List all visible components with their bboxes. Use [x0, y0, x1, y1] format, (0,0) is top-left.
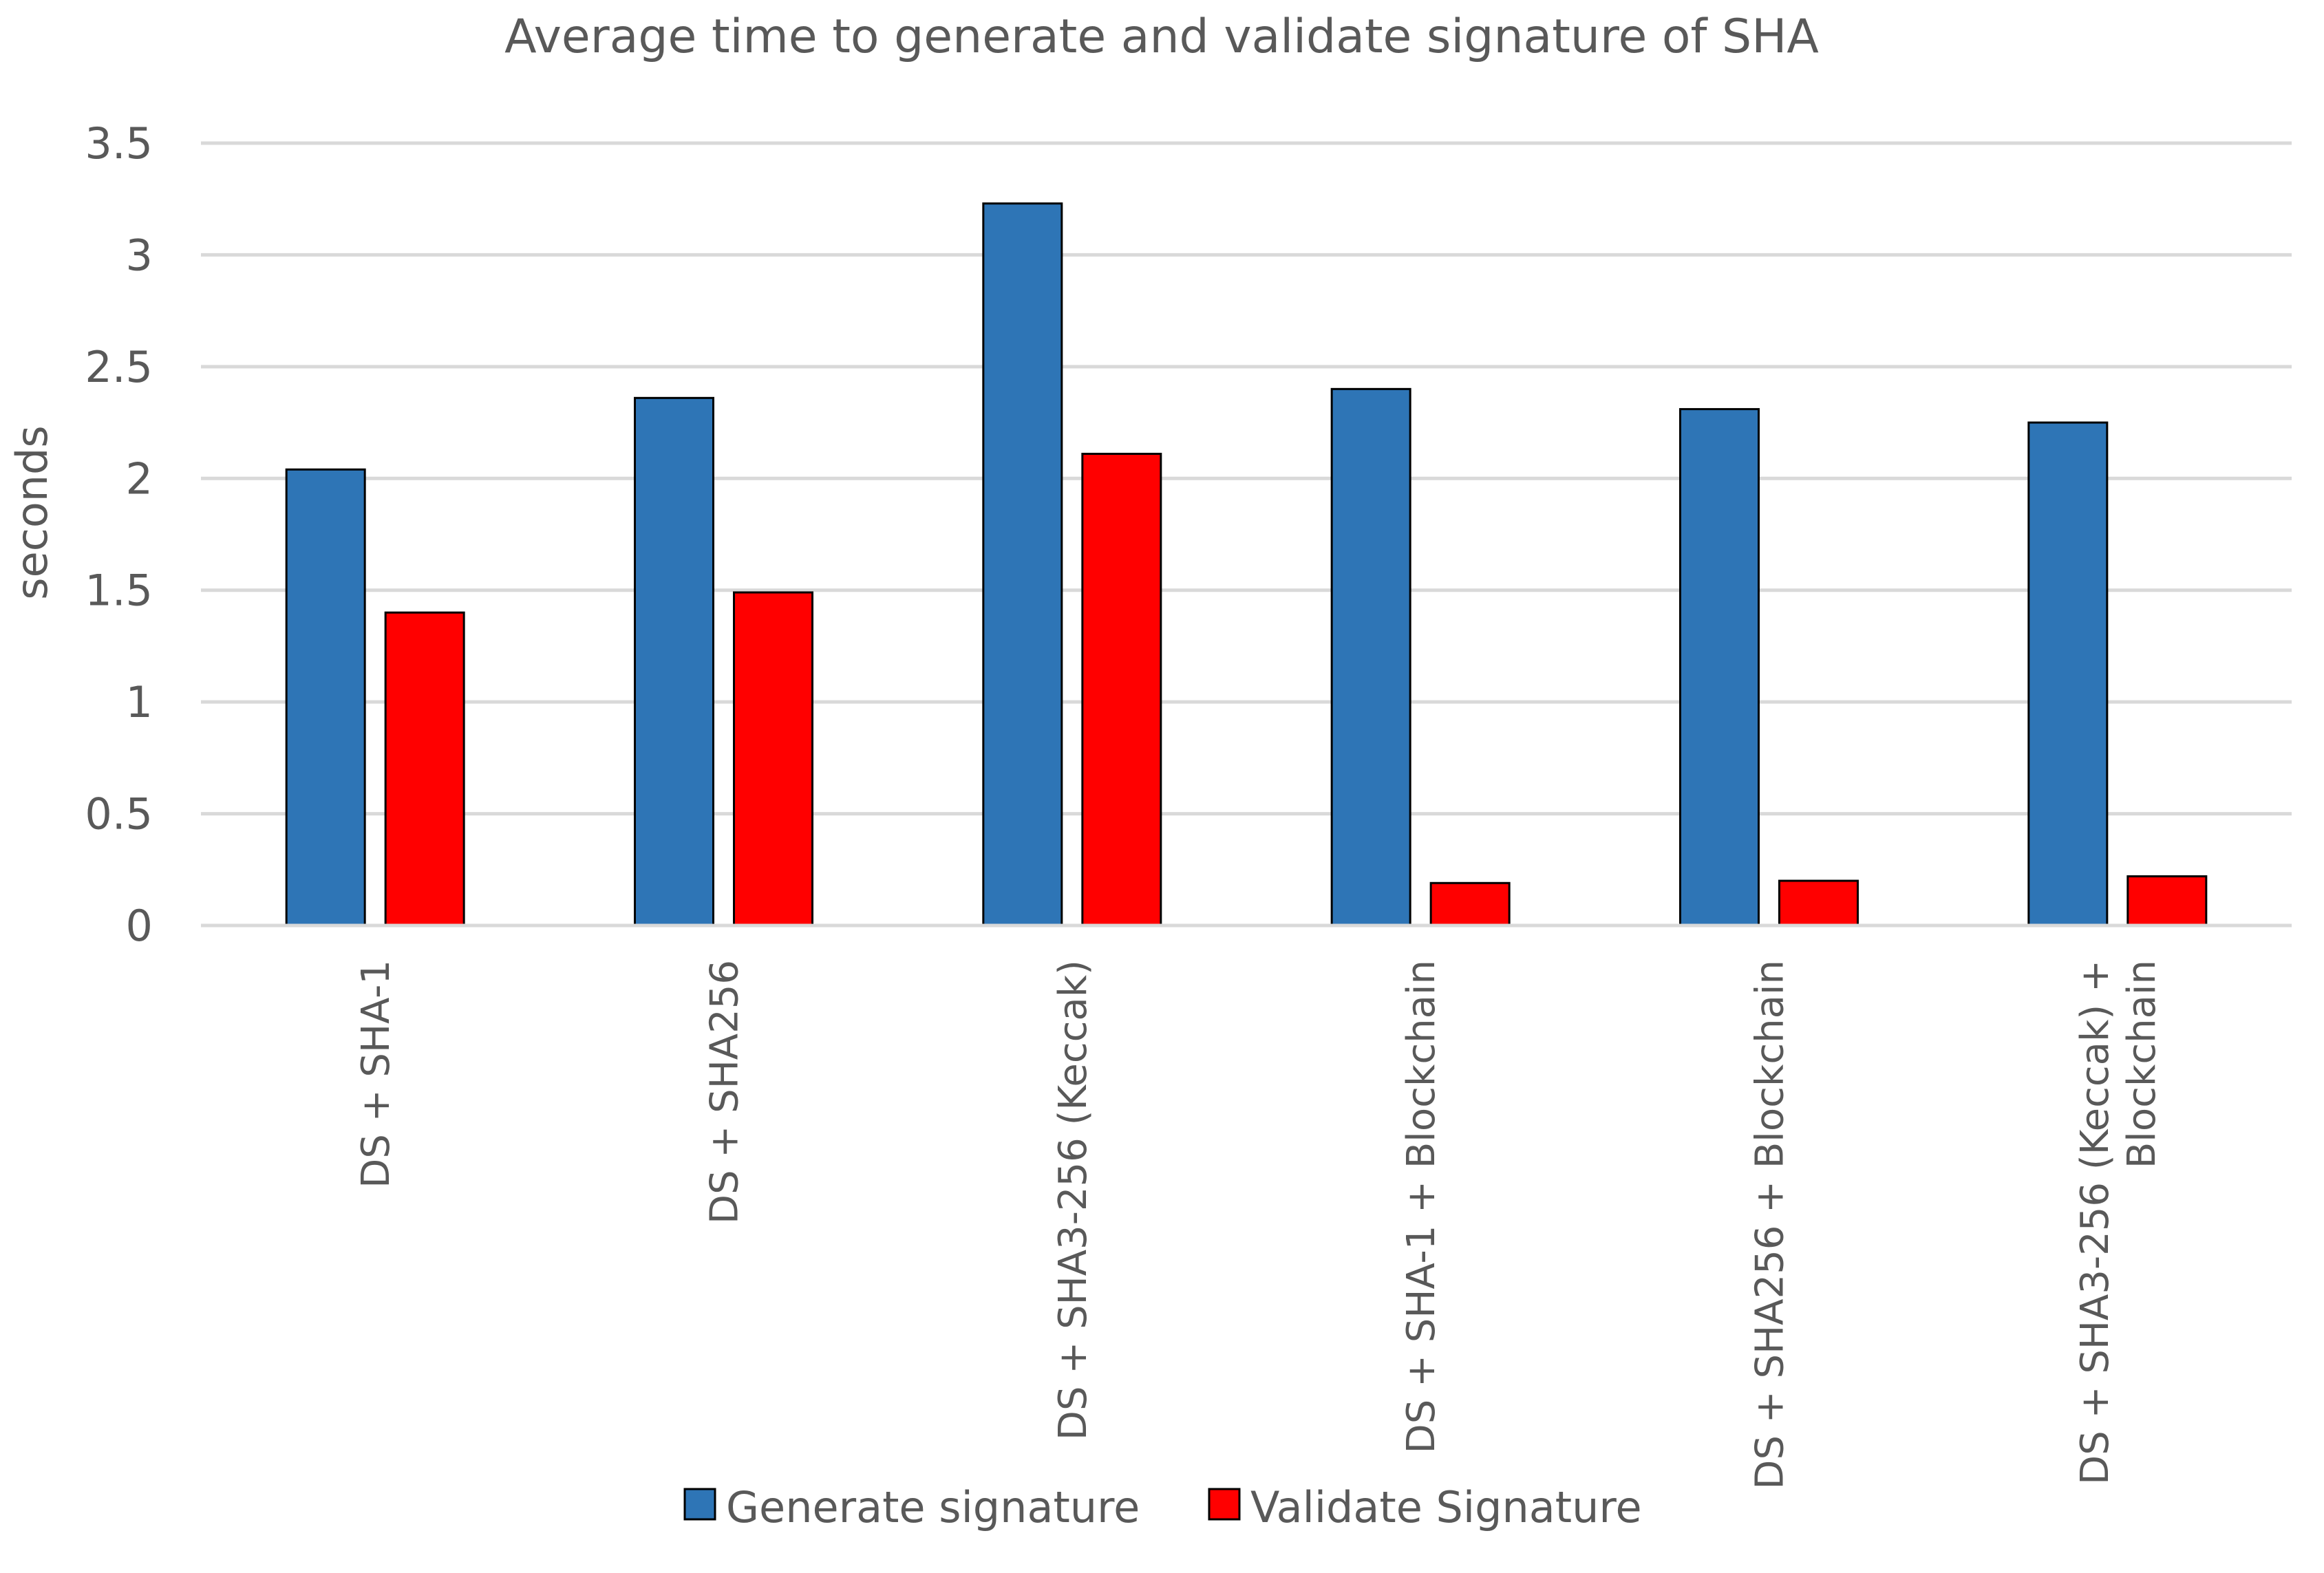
x-category-label-line: DS + SHA-1 + Blockchain [1399, 960, 1444, 1453]
legend-swatch-generate [683, 1488, 716, 1521]
gridlines [201, 141, 2292, 816]
bar-generate-2 [634, 396, 714, 927]
bar-validate-6 [2126, 875, 2208, 927]
bar-validate-5 [1778, 879, 1859, 927]
y-tick-label: 0.5 [85, 789, 153, 839]
legend-label-generate: Generate signature [726, 1482, 1140, 1532]
y-tick-label: 1.5 [85, 566, 153, 616]
bar-validate-1 [384, 611, 465, 927]
y-axis-ticks: 0 0.5 1 1.5 2 2.5 3 3.5 [85, 118, 153, 951]
x-category-label: DS + SHA256 + Blockchain [1748, 960, 1793, 1490]
chart-title: Average time to generate and validate si… [504, 10, 1819, 64]
y-tick-label: 1 [126, 677, 153, 727]
bar-generate-4 [1330, 387, 1411, 927]
y-tick-label: 2 [126, 453, 153, 504]
bars [285, 202, 2208, 927]
bar-validate-3 [1081, 453, 1162, 927]
bar-generate-1 [285, 468, 366, 927]
legend: Generate signature Validate Signature [683, 1482, 1642, 1532]
x-category-label: DS + SHA256 [703, 960, 747, 1224]
y-tick-label: 0 [126, 901, 153, 951]
x-axis-labels: DS + SHA-1 DS + SHA256 DS + SHA3-256 (Kecc… [354, 960, 2164, 1490]
x-category-label-line: DS + SHA256 [703, 960, 747, 1224]
x-category-label: DS + SHA-1 + Blockchain [1399, 960, 1444, 1453]
y-axis-title: seconds [7, 425, 57, 599]
x-category-label-line: DS + SHA3-256 (Keccak) + [2073, 960, 2118, 1485]
x-category-label-line: DS + SHA-1 [354, 960, 398, 1188]
bar-generate-3 [982, 202, 1063, 927]
legend-swatch-validate [1208, 1488, 1241, 1521]
x-category-label: DS + SHA3-256 (Keccak) [1051, 960, 1096, 1440]
x-category-label-line: DS + SHA256 + Blockchain [1748, 960, 1793, 1490]
bar-validate-4 [1429, 881, 1511, 927]
x-category-label-line: Blockchain [2120, 960, 2164, 1168]
y-tick-label: 3.5 [85, 118, 153, 169]
y-tick-label: 3 [126, 230, 153, 280]
bar-validate-2 [733, 591, 813, 927]
y-tick-label: 2.5 [85, 342, 153, 392]
x-category-label: DS + SHA3-256 (Keccak) +Blockchain [2073, 960, 2164, 1485]
legend-label-validate: Validate Signature [1250, 1482, 1642, 1532]
bar-generate-6 [2027, 421, 2109, 927]
x-category-label-line: DS + SHA3-256 (Keccak) [1051, 960, 1096, 1440]
bar-generate-5 [1679, 408, 1760, 927]
x-category-label: DS + SHA-1 [354, 960, 398, 1188]
